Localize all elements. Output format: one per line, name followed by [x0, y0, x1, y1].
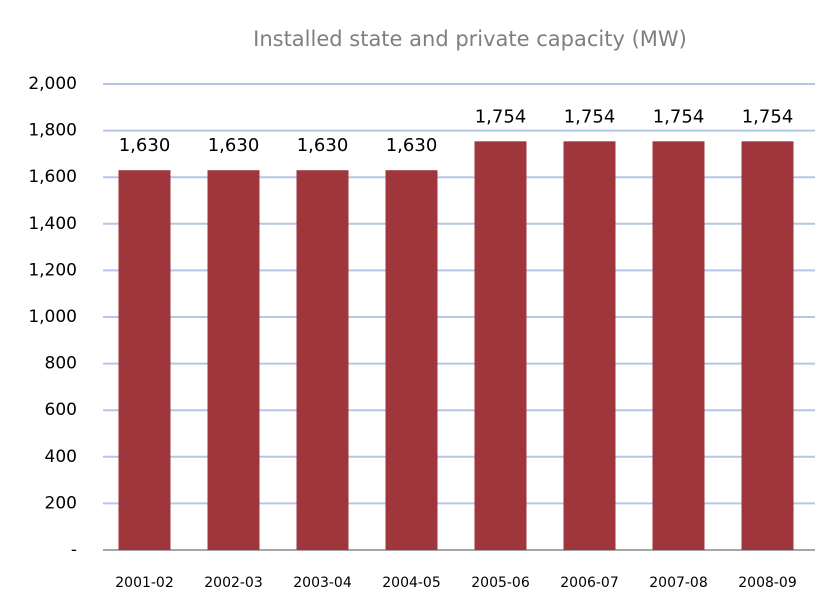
bar [741, 141, 794, 550]
data-label: 1,754 [653, 106, 705, 127]
x-tick-label: 2001-02 [115, 575, 174, 591]
y-tick-label: 1,800 [28, 121, 77, 141]
data-label: 1,630 [297, 135, 349, 156]
data-label: 1,754 [564, 106, 616, 127]
y-tick-label: 1,400 [28, 214, 77, 234]
y-tick-label: 200 [45, 493, 77, 513]
chart-title: Installed state and private capacity (MW… [253, 27, 687, 51]
bar [207, 170, 260, 550]
y-tick-label: 1,200 [28, 260, 77, 280]
bar [296, 170, 349, 550]
bar [385, 170, 438, 550]
y-tick-label: 600 [45, 400, 77, 420]
data-label: 1,630 [119, 135, 171, 156]
data-label: 1,754 [742, 106, 794, 127]
x-tick-label: 2005-06 [471, 575, 530, 591]
x-tick-label: 2006-07 [560, 575, 619, 591]
data-label: 1,630 [208, 135, 260, 156]
x-tick-label: 2008-09 [738, 575, 797, 591]
y-tick-label: 1,600 [28, 167, 77, 187]
x-tick-label: 2002-03 [204, 575, 263, 591]
bar [563, 141, 616, 550]
y-tick-label: 800 [45, 354, 77, 374]
y-tick-label: 1,000 [28, 307, 77, 327]
y-tick-label: 2,000 [28, 74, 77, 94]
bar [652, 141, 705, 550]
y-tick-label: 400 [45, 447, 77, 467]
bar [474, 141, 527, 550]
data-label: 1,754 [475, 106, 527, 127]
bar [118, 170, 171, 550]
x-tick-label: 2007-08 [649, 575, 708, 591]
x-tick-label: 2003-04 [293, 575, 352, 591]
x-tick-label: 2004-05 [382, 575, 441, 591]
data-label: 1,630 [386, 135, 438, 156]
y-tick-label: - [71, 540, 77, 560]
